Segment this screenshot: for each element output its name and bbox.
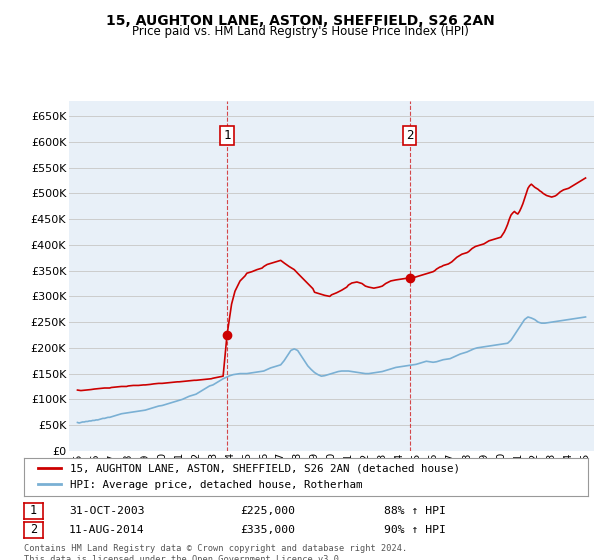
Text: 88% ↑ HPI: 88% ↑ HPI: [384, 506, 446, 516]
Text: 1: 1: [223, 129, 231, 142]
Text: 1: 1: [30, 504, 37, 517]
Text: 11-AUG-2014: 11-AUG-2014: [69, 525, 145, 535]
Legend: 15, AUGHTON LANE, ASTON, SHEFFIELD, S26 2AN (detached house), HPI: Average price: 15, AUGHTON LANE, ASTON, SHEFFIELD, S26 …: [32, 458, 466, 495]
Text: £225,000: £225,000: [240, 506, 295, 516]
Text: 2: 2: [406, 129, 413, 142]
Text: 2: 2: [30, 523, 37, 536]
Text: £335,000: £335,000: [240, 525, 295, 535]
Text: Price paid vs. HM Land Registry's House Price Index (HPI): Price paid vs. HM Land Registry's House …: [131, 25, 469, 38]
Text: 90% ↑ HPI: 90% ↑ HPI: [384, 525, 446, 535]
Text: 31-OCT-2003: 31-OCT-2003: [69, 506, 145, 516]
Text: Contains HM Land Registry data © Crown copyright and database right 2024.
This d: Contains HM Land Registry data © Crown c…: [24, 544, 407, 560]
Text: 15, AUGHTON LANE, ASTON, SHEFFIELD, S26 2AN: 15, AUGHTON LANE, ASTON, SHEFFIELD, S26 …: [106, 14, 494, 28]
